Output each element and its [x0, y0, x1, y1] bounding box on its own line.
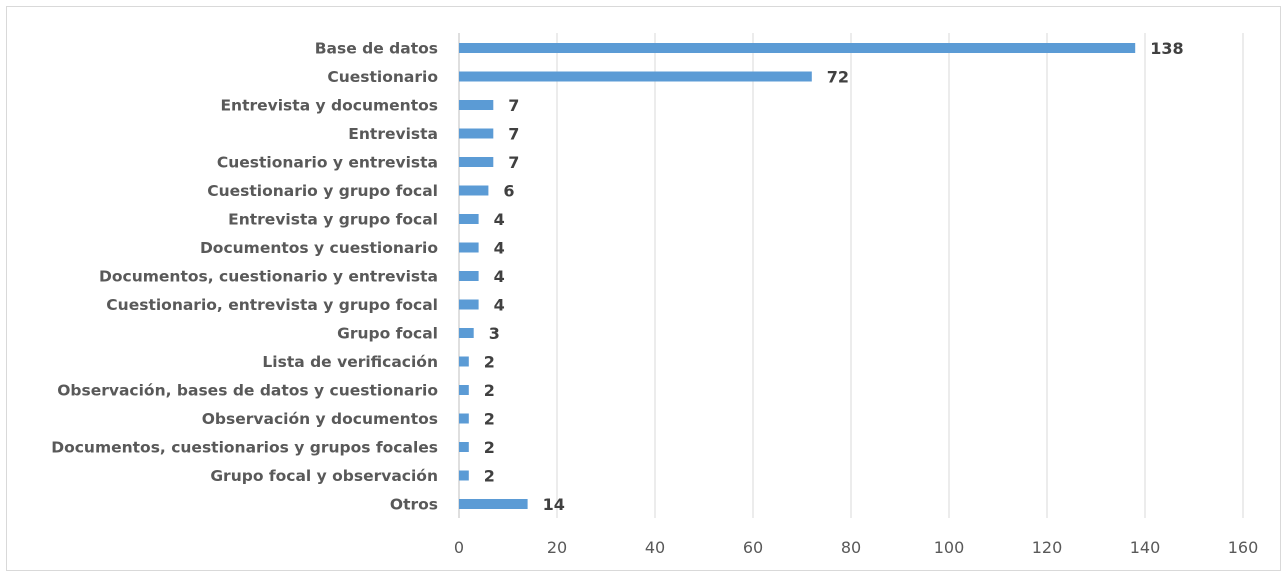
category-label: Cuestionario y entrevista	[217, 154, 438, 172]
x-tick-label: 140	[1130, 538, 1161, 557]
data-label: 6	[503, 182, 514, 201]
bar	[459, 328, 474, 338]
category-label: Documentos, cuestionario y entrevista	[99, 268, 438, 286]
data-label: 72	[827, 68, 849, 87]
category-label: Documentos y cuestionario	[200, 239, 438, 257]
bar	[459, 271, 479, 281]
data-label: 7	[508, 96, 519, 115]
data-label: 4	[494, 210, 505, 229]
data-label: 7	[508, 125, 519, 144]
chart-frame	[6, 6, 1281, 571]
x-tick-label: 0	[454, 538, 464, 557]
data-label: 3	[489, 324, 500, 343]
category-label: Entrevista y documentos	[220, 97, 438, 115]
category-label: Documentos, cuestionarios y grupos focal…	[51, 439, 438, 457]
x-tick-label: 100	[934, 538, 965, 557]
bar	[459, 157, 494, 167]
bar	[459, 470, 469, 481]
data-label: 2	[484, 353, 495, 372]
bar	[459, 385, 469, 395]
x-tick-label: 80	[841, 538, 861, 557]
bar	[459, 242, 479, 253]
bar	[459, 442, 469, 452]
bar	[459, 71, 812, 82]
data-label: 2	[484, 410, 495, 429]
bar	[459, 499, 528, 509]
category-label: Cuestionario y grupo focal	[207, 182, 438, 200]
data-label: 7	[508, 153, 519, 172]
data-label: 14	[543, 495, 565, 514]
data-label: 4	[494, 296, 505, 315]
category-label: Grupo focal	[337, 325, 438, 343]
category-label: Observación y documentos	[202, 410, 438, 428]
data-label: 2	[484, 438, 495, 457]
x-tick-label: 60	[743, 538, 763, 557]
category-label: Entrevista y grupo focal	[228, 211, 438, 229]
bar	[459, 299, 479, 310]
category-label: Observación, bases de datos y cuestionar…	[57, 382, 438, 400]
category-label: Entrevista	[348, 125, 438, 143]
bar	[459, 128, 494, 139]
x-tick-label: 160	[1228, 538, 1259, 557]
bar	[459, 185, 489, 196]
category-label: Cuestionario, entrevista y grupo focal	[106, 296, 438, 314]
data-label: 4	[494, 267, 505, 286]
bar	[459, 100, 494, 110]
category-label: Base de datos	[315, 40, 438, 58]
bar	[459, 43, 1136, 53]
data-label: 4	[494, 239, 505, 258]
category-label: Grupo focal y observación	[210, 467, 438, 485]
data-label: 138	[1150, 39, 1183, 58]
category-label: Lista de verificación	[262, 353, 438, 371]
bar	[459, 413, 469, 424]
data-label: 2	[484, 467, 495, 486]
data-label: 2	[484, 381, 495, 400]
category-label: Otros	[390, 496, 438, 514]
x-tick-label: 120	[1032, 538, 1063, 557]
x-tick-label: 20	[547, 538, 567, 557]
bar	[459, 356, 469, 367]
x-tick-label: 40	[645, 538, 665, 557]
bar	[459, 214, 479, 224]
category-label: Cuestionario	[327, 68, 438, 86]
